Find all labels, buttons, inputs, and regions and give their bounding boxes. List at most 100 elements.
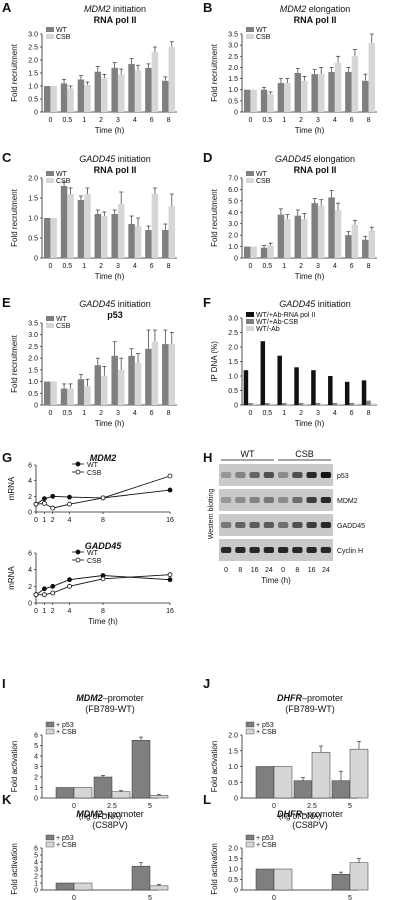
- y-axis-label: Fold activation: [10, 843, 19, 895]
- blot-band: [278, 472, 289, 478]
- blot-band: [235, 547, 246, 553]
- legend-swatch: [246, 312, 254, 317]
- y-tick-label: 2.0: [28, 58, 38, 65]
- y-tick-label: 6: [34, 846, 38, 853]
- legend-label: + p53: [256, 835, 274, 842]
- y-tick-label: 2.0: [28, 356, 38, 363]
- y-tick-label: 3.0: [28, 32, 38, 39]
- bar: [362, 239, 369, 258]
- x-tick-label: 2: [299, 117, 303, 124]
- blot-lane-label: 24: [322, 567, 330, 574]
- x-axis-label: (ng of DNA): [79, 812, 122, 821]
- blot-band: [263, 547, 274, 553]
- blot-band: [235, 497, 246, 503]
- y-tick-label: 0.5: [28, 236, 38, 243]
- legend-marker: [75, 557, 81, 563]
- blot-band: [249, 547, 260, 553]
- blot-lane-label: 8: [238, 567, 242, 574]
- panel-title: GADD45: [85, 541, 123, 551]
- bar: [60, 186, 68, 258]
- bar: [145, 348, 152, 405]
- data-point: [167, 577, 173, 583]
- bar: [151, 341, 159, 405]
- title-rest: –promoter: [103, 809, 144, 819]
- legend-swatch: [46, 27, 54, 32]
- bar: [151, 194, 159, 258]
- bar: [315, 402, 321, 405]
- y-tick-label: 0.5: [28, 391, 38, 398]
- bar: [73, 787, 93, 799]
- blot-lane-label: 16: [308, 567, 316, 574]
- blot-band: [278, 547, 289, 553]
- bar: [334, 62, 342, 112]
- x-tick-label: 6: [350, 410, 354, 417]
- legend-label: + CSB: [56, 729, 77, 736]
- data-point: [41, 586, 47, 592]
- bar: [243, 246, 251, 258]
- x-tick-label: 0.5: [262, 263, 272, 270]
- legend-swatch: [246, 326, 254, 331]
- bar: [168, 344, 176, 405]
- legend-swatch: [46, 316, 54, 321]
- bar: [362, 80, 369, 112]
- panel-letter-e: E: [2, 295, 11, 310]
- y-tick-label: 1.5: [228, 359, 238, 366]
- bar: [55, 787, 75, 799]
- panel-letter-f: F: [203, 295, 211, 310]
- x-tick-label: 0: [72, 803, 76, 810]
- blot-band: [263, 472, 274, 478]
- bar: [73, 882, 93, 891]
- x-tick-label: 4: [133, 117, 137, 124]
- y-tick-label: 0: [34, 110, 38, 117]
- legend-label: CSB: [256, 178, 271, 185]
- x-tick-label: 1: [42, 608, 46, 615]
- bar: [145, 67, 152, 112]
- x-tick-label: 4: [133, 263, 137, 270]
- title-gene: GADD45: [79, 154, 116, 164]
- x-tick-label: 2: [99, 410, 103, 417]
- x-tick-label: 4: [333, 263, 337, 270]
- x-tick-label: 0.5: [262, 117, 272, 124]
- bar: [255, 766, 275, 799]
- blot-strip: [219, 514, 333, 536]
- blot-band: [292, 547, 303, 553]
- data-point: [67, 494, 72, 500]
- y-axis-label: Fold activation: [210, 741, 219, 793]
- title-rest: elongation: [306, 4, 350, 14]
- y-tick-label: 0: [34, 256, 38, 263]
- bar: [67, 388, 74, 405]
- panel-j: JDHFR–promoter(FB789-WT)00.51.01.52.0Fol…: [203, 676, 369, 821]
- panel-letter-k: K: [2, 792, 12, 807]
- bar: [311, 74, 318, 112]
- title-gene: DHFR: [277, 693, 302, 703]
- x-tick-label: 2.5: [307, 803, 317, 810]
- bar: [286, 403, 291, 405]
- bar: [162, 80, 169, 112]
- data-point: [50, 505, 56, 511]
- x-tick-label: 0: [72, 895, 76, 900]
- panel-letter-d: D: [203, 150, 212, 165]
- bar: [273, 868, 293, 891]
- bar: [370, 403, 376, 405]
- blot-band: [221, 547, 232, 553]
- y-tick-label: 3.0: [228, 316, 238, 323]
- bar: [344, 381, 350, 405]
- blot-band: [263, 522, 274, 528]
- x-tick-label: 6: [150, 263, 154, 270]
- x-axis-label: Time (h): [95, 126, 125, 135]
- title-rest: –promoter: [302, 693, 343, 703]
- y-tick-label: 0: [28, 601, 32, 608]
- bar: [284, 219, 291, 258]
- bar: [94, 365, 102, 405]
- y-tick-label: 0: [234, 256, 238, 263]
- legend-label: WT: [56, 171, 68, 178]
- bar: [60, 83, 68, 112]
- blot-band: [249, 472, 260, 478]
- title-gene: MDM2: [76, 809, 103, 819]
- blot-band: [320, 547, 331, 553]
- y-axis-label: Fold recruitment: [210, 43, 219, 102]
